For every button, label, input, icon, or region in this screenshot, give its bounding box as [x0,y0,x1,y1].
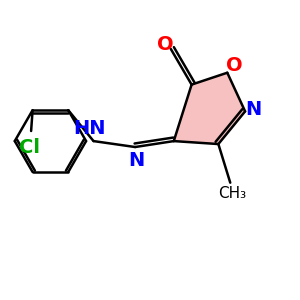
Text: O: O [226,56,243,75]
Text: O: O [157,35,173,54]
Text: N: N [245,100,262,119]
Text: HN: HN [73,119,105,138]
Polygon shape [174,73,245,144]
Text: Cl: Cl [19,138,40,157]
Text: CH₃: CH₃ [218,187,246,202]
Text: N: N [128,151,145,170]
